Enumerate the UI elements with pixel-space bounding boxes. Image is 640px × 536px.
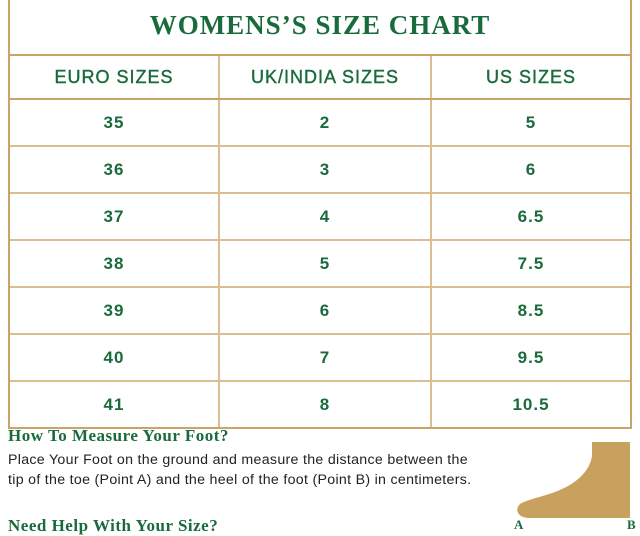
cell-us: 8.5: [517, 300, 545, 320]
cell-uk: 4: [220, 194, 432, 239]
cell-euro: 35: [10, 100, 220, 145]
cell-us: 6.5: [517, 206, 545, 226]
table-row: 38 5 7.5: [10, 241, 630, 288]
point-b-label: B: [627, 517, 636, 532]
header-uk: UK/INDIA SIZES: [220, 56, 432, 98]
cell-euro: 36: [10, 147, 220, 192]
table-row: 35 2 5: [10, 100, 630, 147]
cell-uk: 7: [220, 335, 432, 380]
cell-us: 10.5: [512, 394, 550, 414]
cell-us: 6: [525, 159, 537, 179]
size-chart-table: WOMENS’S SIZE CHART EURO SIZES UK/INDIA …: [8, 0, 632, 429]
cell-euro: 39: [10, 288, 220, 333]
table-row: 37 4 6.5: [10, 194, 630, 241]
point-a-label: A: [514, 517, 524, 532]
foot-icon: [517, 442, 630, 518]
cell-euro: 40: [10, 335, 220, 380]
cell-us: 9.5: [517, 347, 545, 367]
table-row: 41 8 10.5: [10, 382, 630, 427]
cell-uk: 6: [220, 288, 432, 333]
cell-uk: 5: [220, 241, 432, 286]
cell-us: 7.5: [517, 253, 545, 273]
measure-text: Place Your Foot on the ground and measur…: [8, 452, 472, 488]
table-row: 40 7 9.5: [10, 335, 630, 382]
header-row: EURO SIZES UK/INDIA SIZES US SIZES: [10, 56, 630, 100]
cell-uk: 2: [220, 100, 432, 145]
cell-uk: 3: [220, 147, 432, 192]
foot-illustration: [517, 442, 630, 518]
table-row: 36 3 6: [10, 147, 630, 194]
cell-euro: 41: [10, 382, 220, 427]
cell-euro: 37: [10, 194, 220, 239]
table-row: 39 6 8.5: [10, 288, 630, 335]
cell-uk: 8: [220, 382, 432, 427]
cell-euro: 38: [10, 241, 220, 286]
header-euro: EURO SIZES: [10, 56, 220, 98]
header-us: US SIZES: [485, 66, 577, 87]
help-heading: Need Help With Your Size?: [8, 516, 219, 535]
cell-us: 5: [525, 112, 537, 132]
chart-title: WOMENS’S SIZE CHART: [10, 0, 630, 56]
measure-heading: How To Measure Your Foot?: [8, 426, 229, 445]
